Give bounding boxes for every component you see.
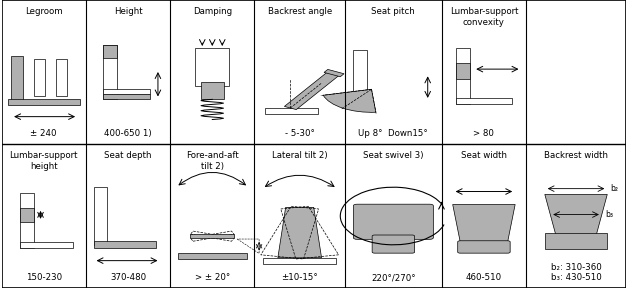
Bar: [94, 187, 107, 245]
Bar: [56, 59, 67, 96]
Bar: [94, 241, 156, 248]
Polygon shape: [190, 231, 234, 241]
Text: 400-650 1): 400-650 1): [104, 129, 151, 138]
Polygon shape: [237, 239, 259, 253]
Bar: [20, 208, 34, 222]
Text: 220°/270°: 220°/270°: [371, 273, 416, 282]
Polygon shape: [190, 234, 234, 238]
Bar: [103, 94, 150, 99]
Wedge shape: [323, 89, 376, 112]
Bar: [8, 99, 80, 105]
FancyBboxPatch shape: [458, 241, 510, 253]
Bar: [103, 45, 116, 58]
Bar: [34, 59, 45, 96]
Bar: [545, 233, 607, 249]
Text: Lateral tilt 2): Lateral tilt 2): [272, 151, 327, 160]
Text: Damping: Damping: [193, 7, 232, 16]
Polygon shape: [453, 204, 515, 243]
Text: > 80: > 80: [473, 129, 495, 138]
Bar: [11, 56, 23, 104]
Bar: [178, 253, 247, 259]
Text: Height: Height: [114, 7, 142, 16]
Bar: [353, 50, 366, 105]
Text: b₂: b₂: [610, 184, 618, 193]
Bar: [20, 242, 73, 248]
Bar: [264, 258, 336, 264]
Polygon shape: [545, 194, 607, 235]
Polygon shape: [324, 69, 344, 77]
Text: b₃: b₃: [605, 210, 613, 219]
FancyBboxPatch shape: [372, 235, 414, 253]
Text: Seat swivel 3): Seat swivel 3): [363, 151, 424, 160]
Bar: [103, 89, 150, 94]
Text: Fore-and-aft
tilt 2): Fore-and-aft tilt 2): [186, 151, 239, 170]
Polygon shape: [278, 207, 322, 258]
Text: - 5-30°: - 5-30°: [285, 129, 315, 138]
Text: Backrest angle: Backrest angle: [267, 7, 332, 16]
Polygon shape: [190, 231, 234, 241]
Text: Lumbar-support
height: Lumbar-support height: [9, 151, 78, 170]
Bar: [456, 63, 470, 79]
Text: 370-480: 370-480: [110, 273, 146, 282]
Text: b₂: 310-360
b₃: 430-510: b₂: 310-360 b₃: 430-510: [551, 263, 602, 282]
Text: 460-510: 460-510: [466, 273, 502, 282]
Text: Seat pitch: Seat pitch: [371, 7, 415, 16]
Text: Seat width: Seat width: [461, 151, 507, 160]
Bar: [456, 98, 512, 104]
Text: ±10-15°: ±10-15°: [281, 273, 318, 282]
Bar: [201, 82, 223, 99]
Bar: [456, 48, 470, 104]
Text: Legroom: Legroom: [25, 7, 63, 16]
Text: Seat depth: Seat depth: [104, 151, 151, 160]
FancyBboxPatch shape: [354, 204, 433, 239]
Text: Up 8°  Down15°: Up 8° Down15°: [359, 129, 428, 138]
Text: ± 240: ± 240: [31, 129, 57, 138]
Text: Backrest width: Backrest width: [544, 151, 608, 160]
Bar: [103, 45, 116, 99]
Bar: [195, 48, 229, 86]
Text: > ± 20°: > ± 20°: [195, 273, 230, 282]
Text: 150-230: 150-230: [26, 273, 62, 282]
Bar: [20, 193, 34, 248]
Bar: [265, 108, 319, 114]
Polygon shape: [284, 71, 340, 109]
Text: Lumbar-support
convexity: Lumbar-support convexity: [449, 7, 518, 26]
